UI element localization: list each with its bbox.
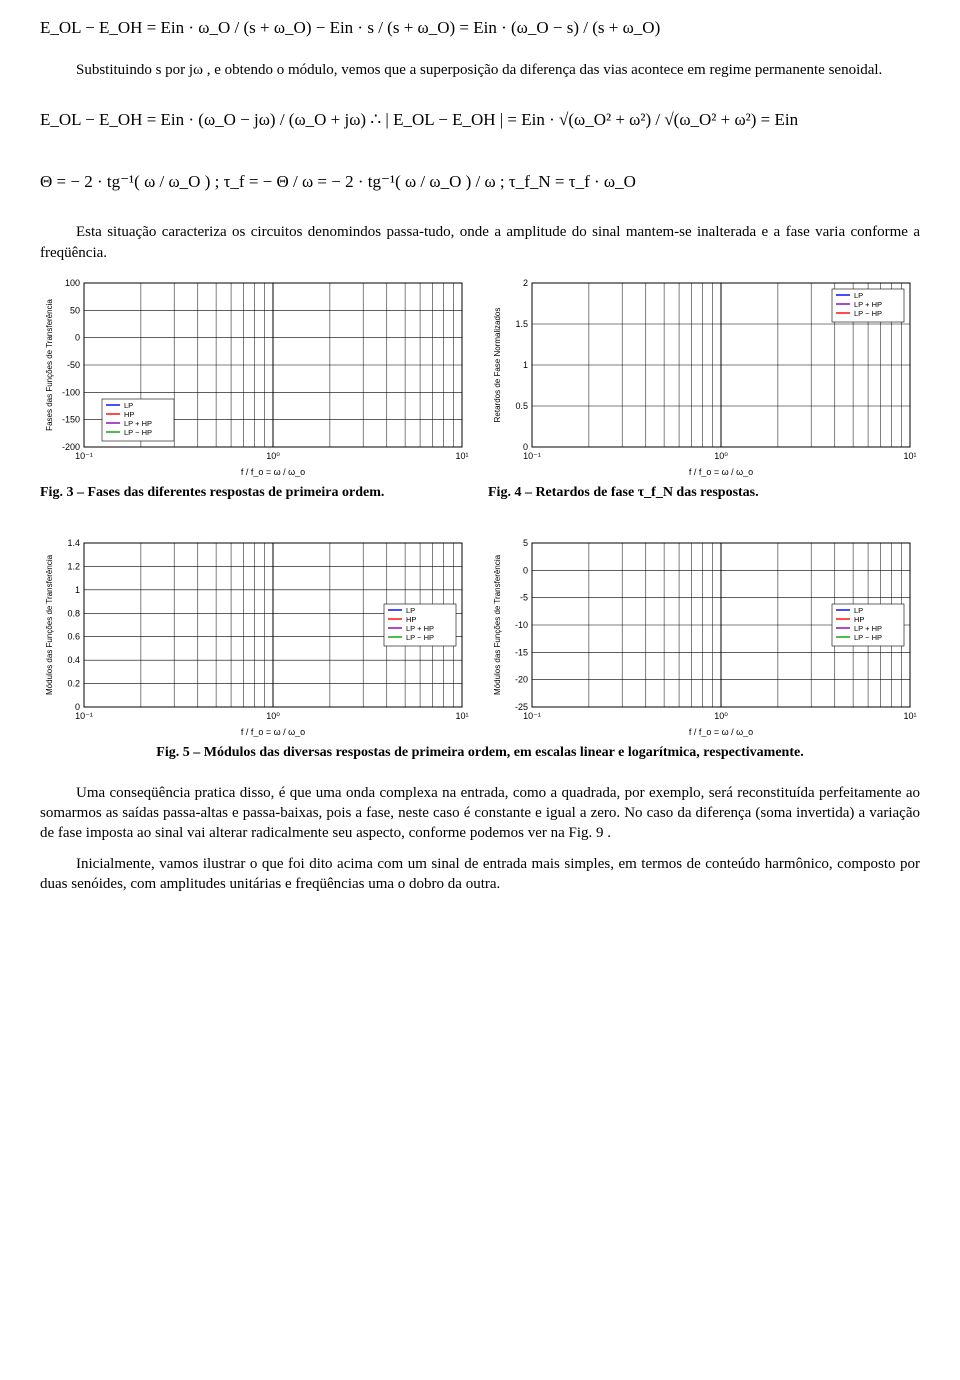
fig5b-chart: 10⁻¹ 10⁰ 10¹ f / f_o = ω / ω_o -25 -20 -15 -10 -…	[488, 537, 918, 737]
svg-text:0.2: 0.2	[67, 678, 80, 688]
svg-text:1: 1	[523, 360, 528, 370]
svg-text:Módulos das Funções de Transfe: Módulos das Funções de Transferência	[493, 554, 502, 695]
svg-text:LP: LP	[124, 401, 133, 410]
svg-text:-100: -100	[62, 387, 80, 397]
svg-text:1: 1	[75, 585, 80, 595]
paragraph-2: Esta situação caracteriza os circuitos d…	[40, 222, 920, 263]
svg-text:0.8: 0.8	[67, 608, 80, 618]
svg-text:10⁻¹: 10⁻¹	[75, 711, 93, 721]
fig3-card: 10⁻¹ 10⁰ 10¹ f / f_o = ω / ω_o -200 -150 -100 -…	[40, 277, 472, 501]
svg-text:LP − HP: LP − HP	[854, 633, 882, 642]
fig4-chart: 10⁻¹ 10⁰ 10¹ f / f_o = ω / ω_o 0 0.5 1 1.5 2 Reta…	[488, 277, 918, 477]
fig5a-chart: 10⁻¹ 10⁰ 10¹ f / f_o = ω / ω_o 0 0.2 0.4 0.6 0.8…	[40, 537, 470, 737]
equation-1: E_OL − E_OH = Ein · ω_O / (s + ω_O) − Ei…	[40, 18, 920, 38]
svg-text:f / f_o = ω / ω_o: f / f_o = ω / ω_o	[689, 727, 753, 737]
fig4-card: 10⁻¹ 10⁰ 10¹ f / f_o = ω / ω_o 0 0.5 1 1.5 2 Reta…	[488, 277, 920, 501]
svg-text:f / f_o = ω / ω_o: f / f_o = ω / ω_o	[241, 727, 305, 737]
svg-text:Retardos de Fase Normalizad: Retardos de Fase Normalizados	[493, 307, 502, 422]
fig5b-card: 10⁻¹ 10⁰ 10¹ f / f_o = ω / ω_o -25 -20 -15 -10 -…	[488, 537, 920, 737]
svg-text:10¹: 10¹	[903, 711, 916, 721]
svg-text:2: 2	[523, 278, 528, 288]
charts-row-2: 10⁻¹ 10⁰ 10¹ f / f_o = ω / ω_o 0 0.2 0.4 0.6 0.8…	[40, 537, 920, 737]
svg-text:-50: -50	[67, 360, 80, 370]
fig5a-card: 10⁻¹ 10⁰ 10¹ f / f_o = ω / ω_o 0 0.2 0.4 0.6 0.8…	[40, 537, 472, 737]
svg-text:1.2: 1.2	[67, 561, 80, 571]
svg-text:100: 100	[65, 278, 80, 288]
svg-text:-10: -10	[515, 620, 528, 630]
svg-text:HP: HP	[854, 615, 864, 624]
svg-text:1.5: 1.5	[515, 319, 528, 329]
svg-text:Fases das Funções de Transferê: Fases das Funções de Transferência	[45, 298, 54, 430]
svg-text:1.4: 1.4	[67, 538, 80, 548]
svg-text:f / f_o = ω / ω_o: f / f_o = ω / ω_o	[241, 467, 305, 477]
equation-3: Θ = − 2 · tg⁻¹( ω / ω_O ) ; τ_f = − Θ / …	[40, 172, 920, 192]
svg-text:0.4: 0.4	[67, 655, 80, 665]
svg-text:-15: -15	[515, 647, 528, 657]
svg-text:LP + HP: LP + HP	[406, 624, 434, 633]
svg-text:0: 0	[523, 565, 528, 575]
svg-text:10¹: 10¹	[455, 711, 468, 721]
svg-text:LP: LP	[854, 606, 863, 615]
svg-text:10⁰: 10⁰	[266, 711, 280, 721]
fig5-caption: Fig. 5 – Módulos das diversas respostas …	[40, 745, 920, 761]
svg-text:0.5: 0.5	[515, 401, 528, 411]
svg-text:-20: -20	[515, 674, 528, 684]
svg-text:-200: -200	[62, 442, 80, 452]
svg-text:5: 5	[523, 538, 528, 548]
svg-text:LP + HP: LP + HP	[854, 624, 882, 633]
equation-2: E_OL − E_OH = Ein · (ω_O − jω) / (ω_O + …	[40, 110, 920, 130]
paragraph-1: Substituindo s por jω , e obtendo o módu…	[40, 60, 920, 80]
charts-row-1: 10⁻¹ 10⁰ 10¹ f / f_o = ω / ω_o -200 -150 -100 -…	[40, 277, 920, 501]
svg-text:LP − HP: LP − HP	[406, 633, 434, 642]
svg-text:10⁻¹: 10⁻¹	[523, 451, 541, 461]
svg-text:0.6: 0.6	[67, 631, 80, 641]
svg-text:0: 0	[523, 442, 528, 452]
svg-text:10¹: 10¹	[455, 451, 468, 461]
svg-text:LP: LP	[854, 291, 863, 300]
svg-text:-25: -25	[515, 702, 528, 712]
svg-text:10⁻¹: 10⁻¹	[523, 711, 541, 721]
svg-text:10⁰: 10⁰	[714, 451, 728, 461]
svg-text:LP + HP: LP + HP	[124, 419, 152, 428]
svg-text:-150: -150	[62, 414, 80, 424]
svg-text:50: 50	[70, 305, 80, 315]
svg-text:10⁻¹: 10⁻¹	[75, 451, 93, 461]
fig3-caption: Fig. 3 – Fases das diferentes respostas …	[40, 485, 472, 501]
svg-text:Módulos das Funções de Transfe: Módulos das Funções de Transferência	[45, 554, 54, 695]
svg-text:0: 0	[75, 702, 80, 712]
svg-text:HP: HP	[124, 410, 134, 419]
svg-text:LP − HP: LP − HP	[124, 428, 152, 437]
svg-text:LP + HP: LP + HP	[854, 300, 882, 309]
fig4-caption: Fig. 4 – Retardos de fase τ_f_N das resp…	[488, 485, 920, 501]
paragraph-4: Inicialmente, vamos ilustrar o que foi d…	[40, 854, 920, 895]
svg-text:LP − HP: LP − HP	[854, 309, 882, 318]
svg-text:f / f_o = ω / ω_o: f / f_o = ω / ω_o	[689, 467, 753, 477]
svg-text:0: 0	[75, 332, 80, 342]
svg-text:LP: LP	[406, 606, 415, 615]
svg-text:-5: -5	[520, 592, 528, 602]
fig3-chart: 10⁻¹ 10⁰ 10¹ f / f_o = ω / ω_o -200 -150 -100 -…	[40, 277, 470, 477]
paragraph-3: Uma conseqüência pratica disso, é que um…	[40, 783, 920, 844]
svg-text:10¹: 10¹	[903, 451, 916, 461]
svg-text:HP: HP	[406, 615, 416, 624]
svg-text:10⁰: 10⁰	[714, 711, 728, 721]
svg-text:10⁰: 10⁰	[266, 451, 280, 461]
